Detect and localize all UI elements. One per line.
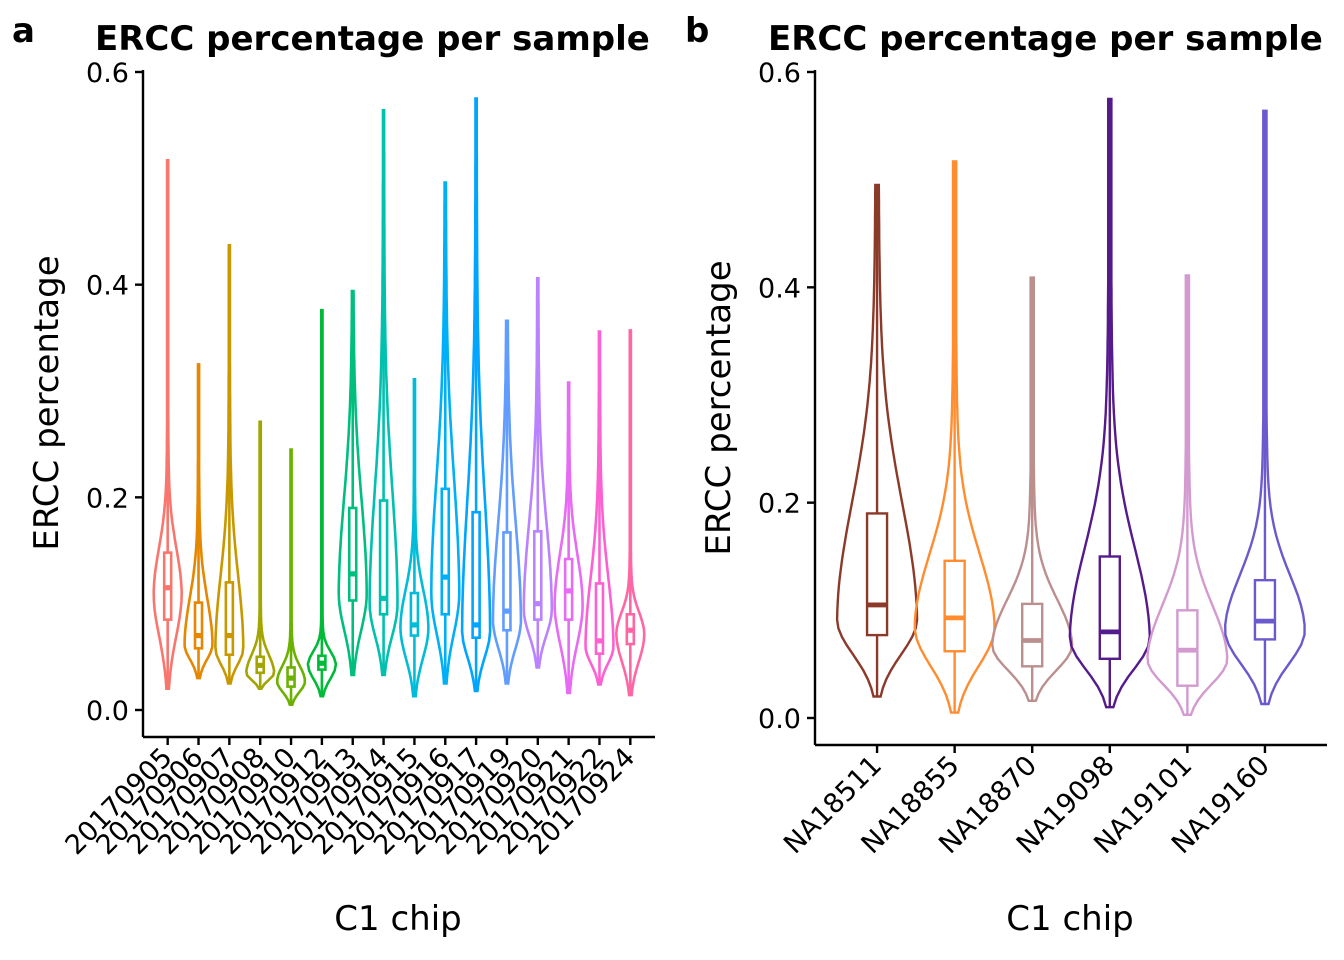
box-iqr [224, 581, 235, 657]
violin-outline [1068, 97, 1152, 709]
panel-letter-a: a [12, 11, 35, 51]
violin-20170924 [614, 329, 646, 697]
violin-20170919 [491, 319, 523, 685]
axes-a: 0.00.20.40.62017090520170906201709072017… [60, 58, 655, 861]
y-tick-label: 0.0 [758, 704, 801, 735]
violin-outline [1223, 109, 1306, 706]
violin-outline [1146, 274, 1229, 716]
y-axis-title-a: ERCC percentage [27, 255, 67, 550]
violin-outline [913, 160, 996, 714]
violin-outline [399, 378, 430, 698]
violin-20170914 [368, 109, 399, 677]
violin-outline [990, 276, 1074, 702]
violin-NA19160 [1223, 109, 1306, 706]
violin-NA19098 [1068, 97, 1152, 709]
panel-title-a: ERCC percentage per sample [95, 19, 650, 59]
violin-20170908 [244, 420, 276, 690]
violin-20170907 [214, 244, 245, 685]
y-tick-label: 0.6 [758, 58, 801, 89]
panel-letter-b: b [685, 11, 709, 51]
box-iqr [1253, 578, 1277, 641]
violin-NA18855 [913, 160, 996, 714]
violin-20170912 [306, 308, 338, 698]
box-iqr [943, 559, 966, 653]
violin-NA18511 [835, 183, 919, 698]
box-iqr [347, 506, 358, 602]
y-tick-label: 0.6 [86, 58, 129, 89]
axes-b: 0.00.20.40.6NA18511NA18855NA18870NA19098… [758, 58, 1327, 860]
y-axis-title-b: ERCC percentage [699, 260, 739, 555]
y-tick-label: 0.0 [86, 696, 129, 727]
violin-20170910 [276, 448, 307, 706]
violin-20170905 [152, 159, 184, 690]
violin-20170917 [460, 97, 492, 693]
box-iqr [1021, 602, 1044, 668]
box-iqr [378, 499, 389, 616]
x-axis-title-b: C1 chip [1006, 899, 1133, 939]
box-iqr [1098, 555, 1121, 660]
violin-20170916 [429, 181, 461, 685]
violin-outline [491, 319, 523, 685]
violin-outline [835, 183, 919, 698]
violin-outline [214, 244, 245, 685]
box-iqr [409, 591, 420, 637]
box-iqr [502, 531, 512, 632]
violin-20170921 [553, 381, 584, 695]
box-iqr [594, 582, 605, 655]
violin-20170906 [183, 363, 214, 680]
violin-marks-a [152, 97, 646, 706]
box-iqr [532, 530, 543, 621]
violin-20170915 [399, 378, 430, 698]
y-tick-label: 0.4 [758, 273, 801, 304]
box-iqr [193, 601, 204, 650]
violin-outline [183, 363, 214, 680]
violin-outline [337, 289, 369, 677]
violin-20170922 [584, 330, 615, 686]
violin-20170913 [337, 289, 369, 677]
violin-marks-b [835, 97, 1306, 716]
violin-NA18870 [990, 276, 1074, 702]
y-tick-label: 0.4 [86, 271, 129, 302]
violin-NA19101 [1146, 274, 1229, 716]
y-tick-label: 0.2 [758, 489, 801, 520]
box-iqr [865, 512, 889, 637]
box-iqr [471, 510, 481, 639]
panel-a: a ERCC percentage per sample ERCC percen… [12, 11, 655, 939]
violin-20170920 [522, 277, 554, 669]
y-tick-label: 0.2 [86, 483, 129, 514]
panel-b: b ERCC percentage per sample ERCC percen… [685, 11, 1327, 939]
x-axis-title-a: C1 chip [334, 899, 461, 939]
panel-title-b: ERCC percentage per sample [768, 19, 1323, 59]
box-iqr [440, 487, 451, 616]
